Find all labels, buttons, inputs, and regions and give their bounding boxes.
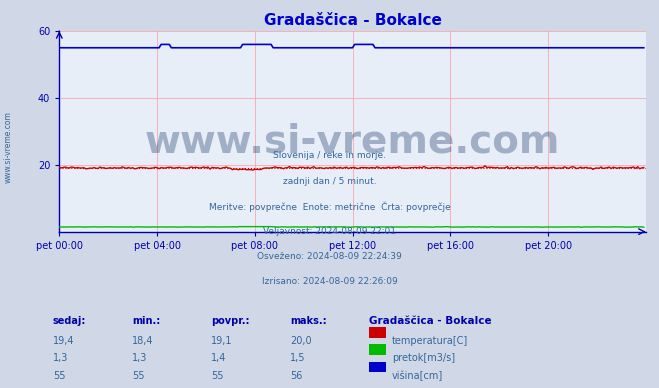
Text: višina[cm]: višina[cm] (392, 371, 444, 381)
Text: maks.:: maks.: (290, 316, 327, 326)
Text: 55: 55 (132, 371, 144, 381)
Text: Izrisano: 2024-08-09 22:26:09: Izrisano: 2024-08-09 22:26:09 (262, 277, 397, 286)
Text: 56: 56 (290, 371, 302, 381)
Text: Veljavnost: 2024-08-09 22:01: Veljavnost: 2024-08-09 22:01 (263, 227, 396, 236)
Text: Slovenija / reke in morje.: Slovenija / reke in morje. (273, 151, 386, 160)
Text: 19,1: 19,1 (211, 336, 233, 346)
Text: pretok[m3/s]: pretok[m3/s] (392, 353, 455, 363)
Text: 55: 55 (53, 371, 65, 381)
Text: sedaj:: sedaj: (53, 316, 86, 326)
Text: 20,0: 20,0 (290, 336, 312, 346)
Text: 55: 55 (211, 371, 223, 381)
Text: temperatura[C]: temperatura[C] (392, 336, 469, 346)
Title: Gradaščica - Bokalce: Gradaščica - Bokalce (264, 14, 442, 28)
Text: 1,3: 1,3 (132, 353, 147, 363)
Text: 1,5: 1,5 (290, 353, 306, 363)
Text: www.si-vreme.com: www.si-vreme.com (145, 122, 560, 160)
Text: 19,4: 19,4 (53, 336, 74, 346)
Text: 1,4: 1,4 (211, 353, 226, 363)
Text: povpr.:: povpr.: (211, 316, 249, 326)
Text: min.:: min.: (132, 316, 160, 326)
Text: www.si-vreme.com: www.si-vreme.com (3, 111, 13, 184)
Text: 1,3: 1,3 (53, 353, 68, 363)
Text: Gradaščica - Bokalce: Gradaščica - Bokalce (369, 316, 492, 326)
Text: Osveženo: 2024-08-09 22:24:39: Osveženo: 2024-08-09 22:24:39 (257, 252, 402, 261)
Text: 18,4: 18,4 (132, 336, 154, 346)
Text: zadnji dan / 5 minut.: zadnji dan / 5 minut. (283, 177, 376, 185)
Text: Meritve: povprečne  Enote: metrične  Črta: povprečje: Meritve: povprečne Enote: metrične Črta:… (209, 202, 450, 212)
